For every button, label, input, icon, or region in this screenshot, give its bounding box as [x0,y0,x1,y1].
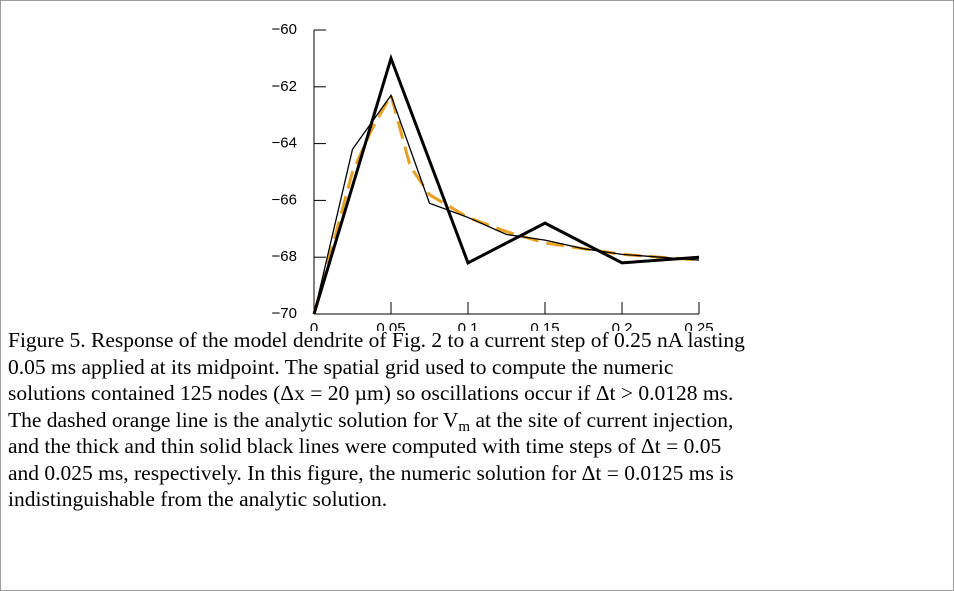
caption-line: and the thick and thin solid black lines… [8,433,953,460]
series-line [312,91,700,315]
subscript: m [458,418,471,435]
x-tick-label: 0.25 [684,320,713,331]
caption-text: 0.05 ms applied at its midpoint. The spa… [8,354,674,379]
y-tick-label: −66 [272,191,297,208]
caption-line: indistinguishable from the analytic solu… [8,486,953,513]
caption-text: and the thick and thin solid black lines… [8,434,722,458]
x-tick-label: 0 [310,320,318,331]
caption-line: and 0.025 ms, respectively. In this figu… [8,460,953,487]
series-line [313,93,700,315]
caption-text: indistinguishable from the analytic solu… [8,487,388,511]
caption-line: solutions contained 125 nodes (Δx = 20 µ… [8,380,953,407]
series-line [312,53,700,315]
x-tick-label: 0.1 [458,320,479,331]
y-tick-label: −64 [272,135,297,152]
caption: Figure 5. Response of the model dendrite… [8,327,953,513]
x-tick-label: 0.2 [612,320,633,331]
caption-line: Figure 5. Response of the model dendrite… [8,327,953,354]
y-tick-label: −68 [272,248,297,265]
y-tick-label: −60 [272,21,297,38]
x-tick-label: 0.15 [530,320,559,331]
caption-text: and 0.025 ms, respectively. In this figu… [8,460,734,485]
caption-line: The dashed orange line is the analytic s… [8,407,953,435]
y-tick-label: −62 [272,78,297,95]
caption-text: solutions contained 125 nodes (Δx = 20 µ… [8,381,734,405]
caption-text: at the site of current injection, [470,407,734,432]
x-tick-label: 0.05 [376,320,405,331]
caption-text: The dashed orange line is the analytic s… [8,407,459,432]
chart: −60 −62 −64 −66 −68 −70 0 0.05 0.1 0.15 0.2 0.25 [272,21,714,331]
y-tick-label: −70 [272,305,297,322]
caption-text: Figure 5. Response of the model dendrite… [8,328,745,352]
caption-line: 0.05 ms applied at its midpoint. The spa… [8,354,953,381]
